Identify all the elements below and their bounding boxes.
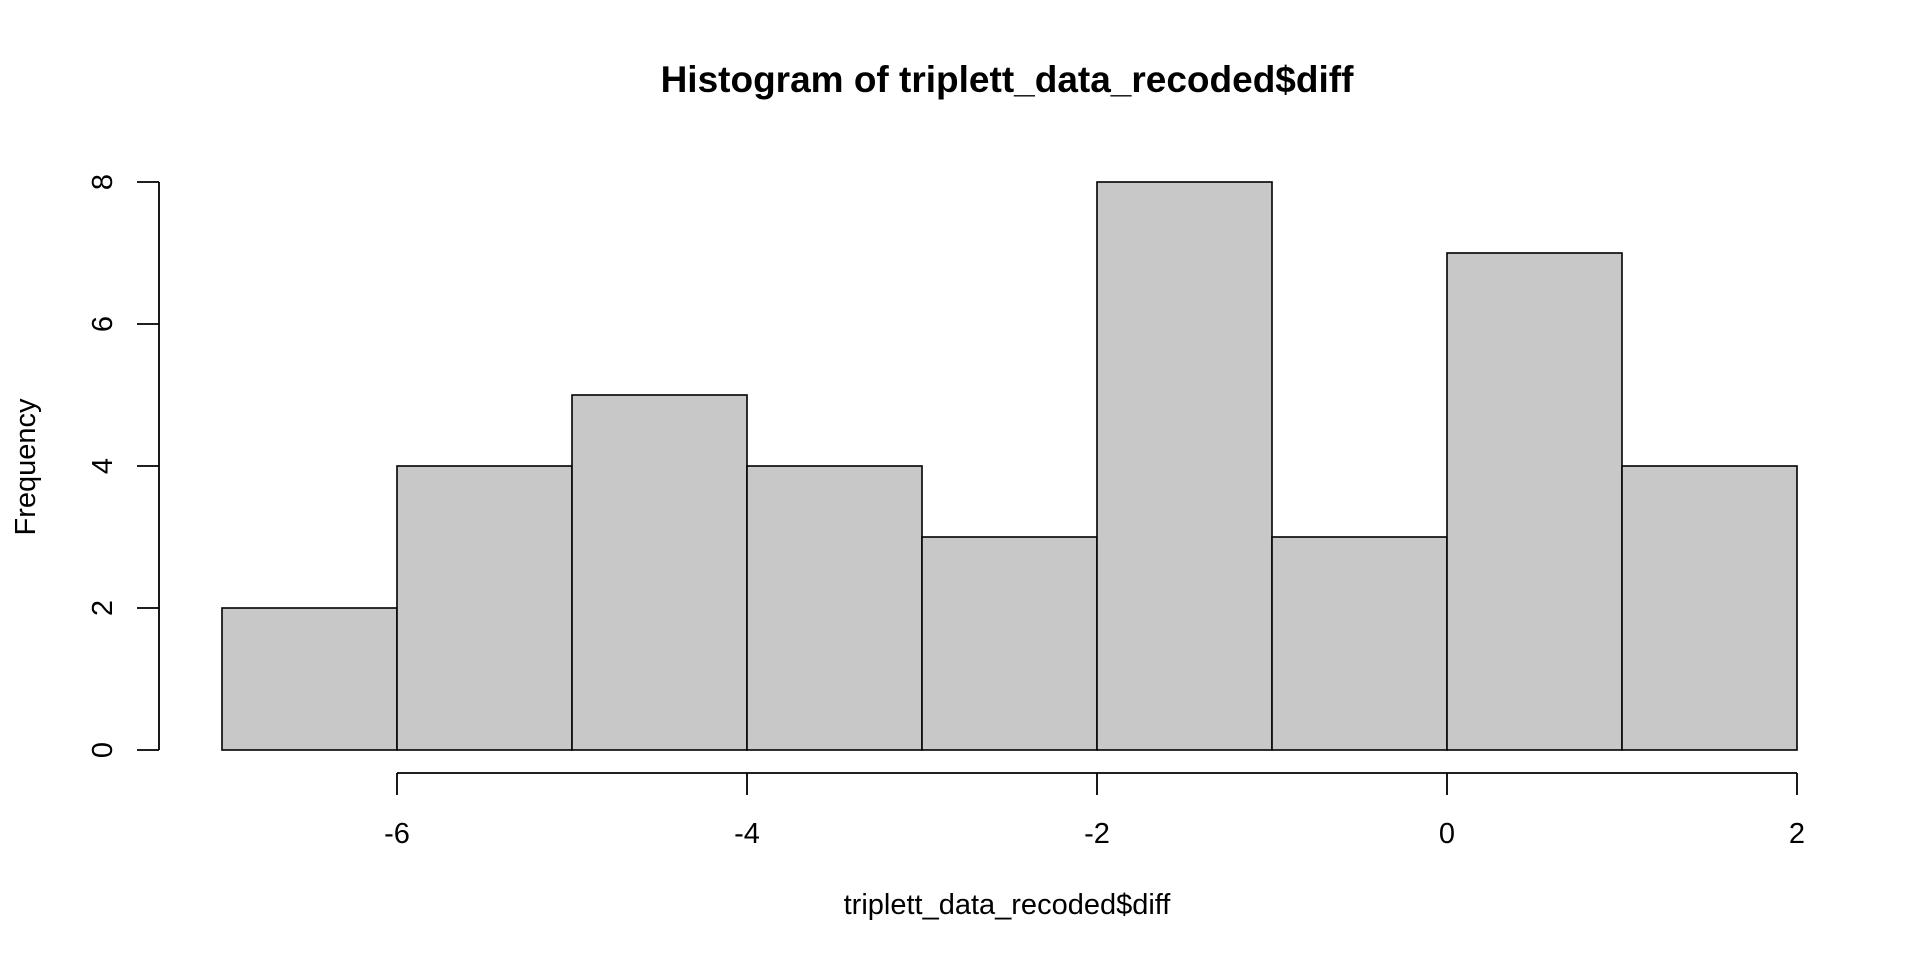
bars-group [221, 181, 1798, 751]
histogram-bar-5 [1096, 181, 1273, 751]
histogram-bar-6 [1271, 536, 1448, 751]
x-axis-label: triplett_data_recoded$diff [844, 889, 1172, 921]
x-tick-label: -6 [384, 818, 410, 850]
histogram-bar-2 [571, 394, 748, 751]
histogram-bar-4 [921, 536, 1098, 751]
y-tick-label: 0 [87, 742, 119, 758]
histogram-bar-1 [396, 465, 573, 751]
x-axis: -6 -4 -2 0 2 [384, 772, 1805, 850]
y-tick-label: 4 [87, 458, 119, 474]
y-axis-label: Frequency [10, 398, 42, 536]
histogram-bar-3 [746, 465, 923, 751]
y-tick-label: 6 [87, 316, 119, 332]
histogram-bar-0 [221, 607, 398, 751]
x-tick-label: -4 [734, 818, 760, 850]
y-tick-label: 2 [87, 600, 119, 616]
histogram-bar-7 [1446, 252, 1623, 751]
histogram-bar-8 [1621, 465, 1798, 751]
y-tick-label: 8 [87, 174, 119, 190]
x-tick-label: 0 [1439, 818, 1455, 850]
y-axis: 0 2 4 6 8 [87, 174, 160, 758]
x-tick-label: 2 [1789, 818, 1805, 850]
x-tick-label: -2 [1084, 818, 1110, 850]
chart-title: Histogram of triplett_data_recoded$diff [661, 59, 1355, 100]
